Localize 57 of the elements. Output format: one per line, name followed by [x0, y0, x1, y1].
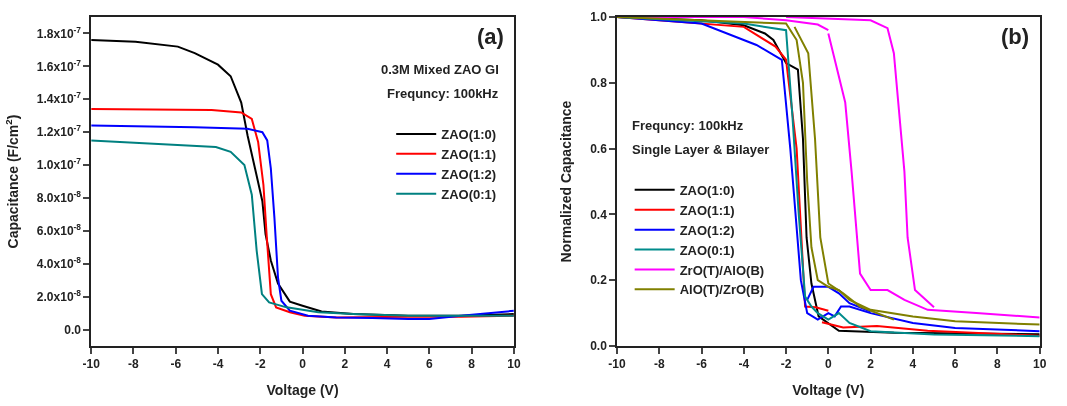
y-tick-label: 1.8x10$^{-7}$: [36, 24, 82, 41]
x-tick-label: -6: [170, 357, 182, 372]
x-tick-label: 10: [1033, 357, 1047, 372]
annotation: (a): [477, 24, 504, 49]
legend-label: ZAO(1:2): [441, 166, 497, 182]
y-tick-label: 1.4x10$^{-7}$: [36, 90, 82, 107]
y-tick-label: 1.0x10$^{-7}$: [36, 156, 82, 173]
annotation: Frequncy: 100kHz: [632, 118, 744, 133]
y-tick-label: 0.0: [64, 322, 82, 337]
legend-label: ZAO(1:0): [679, 182, 735, 198]
legend-label: ZAO(0:1): [679, 242, 735, 258]
x-tick-label: 8: [994, 357, 1002, 372]
annotation: Frequncy: 100kHz: [387, 86, 499, 101]
x-tick-label: 10: [507, 357, 521, 372]
y-tick-label: 8.0x10$^{-8}$: [36, 189, 82, 206]
y-tick-label: 1.2x10$^{-7}$: [36, 123, 82, 140]
x-tick-label: -2: [780, 357, 792, 372]
x-tick-label: 8: [468, 357, 476, 372]
x-tick-label: 4: [383, 357, 391, 372]
x-tick-label: 4: [909, 357, 917, 372]
x-tick-label: -4: [738, 357, 750, 372]
x-axis-title: Voltage (V): [266, 381, 339, 398]
x-tick-label: 6: [426, 357, 433, 372]
y-tick-label: 6.0x10$^{-8}$: [36, 222, 82, 239]
legend-label: ZAO(1:1): [441, 146, 497, 162]
legend-label: ZAO(0:1): [441, 186, 497, 202]
x-tick-label: -4: [212, 357, 224, 372]
legend-label: ZAO(1:2): [679, 222, 735, 238]
y-tick-label: 4.0x10$^{-8}$: [36, 254, 82, 271]
x-tick-label: 0: [825, 357, 832, 372]
x-tick-label: -8: [653, 357, 665, 372]
y-tick-label: 1.0: [590, 10, 608, 25]
legend-label: ZrO(T)/AlO(B): [679, 262, 765, 278]
x-axis-title: Voltage (V): [792, 381, 865, 398]
x-tick-label: -6: [696, 357, 708, 372]
y-tick-label: 0.2: [590, 273, 608, 288]
x-tick-label: -10: [82, 357, 101, 372]
y-tick-label: 0.8: [590, 76, 608, 90]
y-tick-label: 0.6: [590, 141, 608, 156]
x-tick-label: 2: [867, 357, 875, 372]
legend-label: AlO(T)/ZrO(B): [679, 282, 765, 298]
x-tick-label: 6: [951, 357, 959, 372]
x-tick-label: 2: [341, 357, 349, 372]
legend-label: ZAO(1:0): [441, 127, 497, 143]
y-tick-label: 0.0: [590, 339, 608, 354]
annotation: 0.3M Mixed ZAO GI: [381, 62, 499, 77]
y-tick-label: 0.4: [590, 207, 608, 222]
y-tick-label: 2.0x10$^{-8}$: [36, 287, 82, 304]
x-tick-label: 0: [299, 357, 307, 372]
annotation: (b): [1001, 24, 1030, 49]
x-tick-label: -2: [254, 357, 266, 372]
x-tick-label: -8: [128, 357, 140, 372]
x-tick-label: -10: [608, 357, 626, 372]
legend-label: ZAO(1:1): [679, 202, 735, 218]
y-tick-label: 1.6x10$^{-7}$: [36, 57, 82, 74]
y-axis-title: Normalized Capacitance: [558, 100, 575, 263]
annotation: Single Layer & Bilayer: [632, 142, 770, 157]
